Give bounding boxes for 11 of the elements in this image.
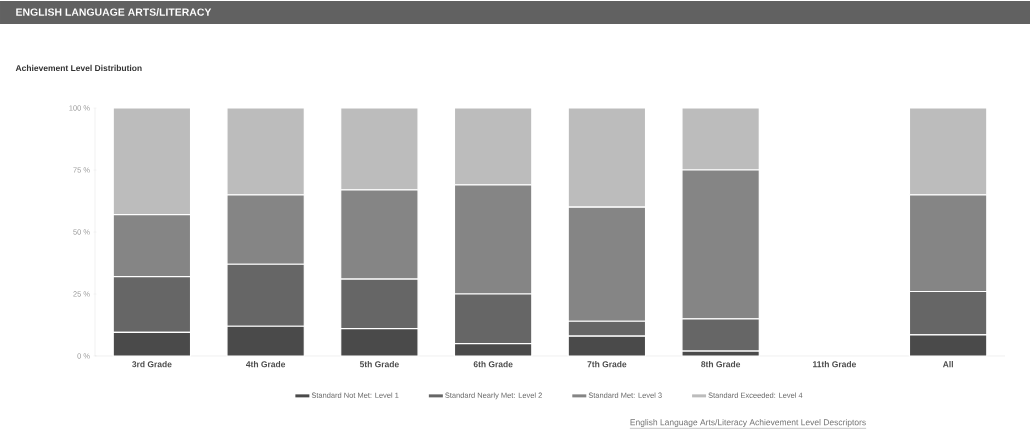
text: English Language Arts/Literacy Achievement Level Descriptors	[630, 419, 866, 427]
chart-subtitle: Achievement Level Distribution	[15, 64, 142, 72]
x-tick-label: 5th Grade	[359, 361, 399, 368]
x-tick-label: 4th Grade	[245, 361, 286, 368]
x-tick-label: 11th Grade	[813, 361, 856, 368]
x-tick-label: 8th Grade	[701, 361, 741, 368]
x-tick-label: 7th Grade	[587, 361, 627, 368]
x-tick-label: All	[942, 361, 953, 368]
chart-title: ENGLISH LANGUAGE ARTS/LITERACY	[16, 8, 212, 16]
x-tick-label: 3rd Grade	[132, 361, 172, 368]
x-tick-label: 6th Grade	[473, 361, 513, 368]
